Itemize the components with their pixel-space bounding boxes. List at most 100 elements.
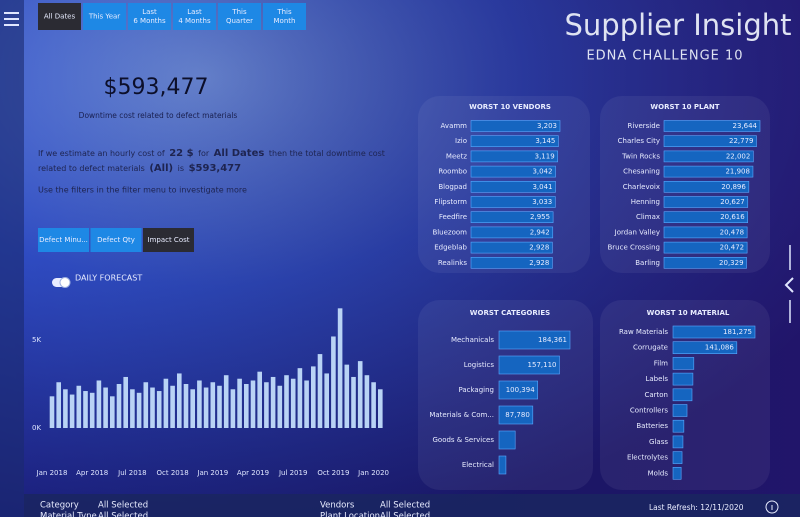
column [183,384,189,428]
measure-button[interactable] [38,228,89,252]
column [96,380,102,428]
column [63,389,68,428]
category-label: Materials & Com... [429,411,494,419]
footer-filter-value[interactable]: All Selected [380,501,430,511]
category-label: Corrugate [633,344,668,352]
footer-filter-label: Material Type [40,512,97,517]
category-label: Goods & Services [432,436,494,444]
value-label: 20,896 [721,183,746,191]
bar [663,135,757,147]
category-label: Charlevoix [623,183,660,191]
category-label: Batteries [636,422,668,430]
column [270,376,276,428]
column [223,375,229,428]
value-label: 181,275 [723,328,752,336]
bar [672,435,684,449]
bar [663,181,750,193]
date-filter-label[interactable]: This Quarter [226,8,253,25]
date-filter-button[interactable] [128,3,171,30]
column [136,392,142,428]
value-label: 20,329 [719,259,744,267]
bar [672,404,688,417]
chevron[interactable] [784,277,794,293]
category-label: Raw Materials [619,328,668,336]
value-label: 3,041 [532,183,552,191]
footer-filter-value[interactable]: All Selected [98,512,148,517]
date-filter-label[interactable]: All Dates [44,13,76,21]
column [83,391,88,428]
column [250,380,256,428]
value-label: 20,472 [720,244,745,252]
category-label: Mechanicals [451,336,494,344]
value-label: 3,119 [535,152,555,160]
bar [470,181,556,193]
value-label: 157,110 [528,361,557,369]
date-filter-label[interactable]: This Year [88,13,120,21]
column [264,382,269,428]
column [190,389,195,428]
category-label: Izio [455,137,467,145]
value-label: 2,955 [530,213,550,221]
date-filter-label[interactable]: Last 6 Months [133,8,166,25]
bar [470,165,556,178]
chart-title: WORST 10 VENDORS [469,103,551,111]
value-label: 87,780 [505,411,530,419]
date-filter-button[interactable] [173,3,216,30]
info-icon[interactable] [765,500,779,514]
menu-icon[interactable] [4,12,19,26]
footer [24,494,800,517]
category-label: Film [654,359,668,367]
date-filter-button[interactable] [83,3,126,30]
category-label: Meetz [446,152,467,160]
category-label: Packaging [458,386,494,394]
column [351,376,356,428]
column [237,378,242,428]
measure-button-label[interactable]: Impact Cost [148,236,190,244]
bar [663,165,754,178]
column [76,385,82,428]
column [290,378,296,428]
bar [663,241,748,254]
bar [663,211,749,223]
footer-filter-value[interactable]: All Selected [98,501,148,511]
bar [672,325,756,339]
date-filter-label[interactable]: Last 4 Months [178,8,211,25]
measure-button[interactable] [90,228,142,252]
footer-filter-value[interactable]: All Selected [380,512,430,517]
category-label: Molds [648,469,669,477]
x-tick-label: Jan 2020 [357,469,389,477]
date-filter-button[interactable] [218,3,261,30]
date-filter-label[interactable]: This Month [274,8,296,25]
x-tick-label: Apr 2019 [237,469,269,477]
measure-button[interactable] [143,228,194,252]
chart-title: WORST 10 MATERIAL [647,309,730,317]
value-label: 21,908 [725,168,750,176]
column [277,385,283,428]
column [337,308,343,428]
value-label: 2,928 [529,259,549,267]
date-filter-button[interactable] [263,3,306,30]
bar [470,211,554,223]
column [49,396,55,428]
category-label: Charles City [618,137,660,145]
value-label: 3,145 [535,137,555,145]
narrative-text: for [198,149,210,158]
y-tick-label: 5K [32,336,41,344]
column [69,394,75,428]
narrative-rate: 22 $ [169,148,193,159]
measure-button-label[interactable]: Defect Qty [97,236,135,244]
value-label: 3,203 [537,122,557,130]
narrative-text: related to defect materials [38,164,145,173]
category-label: Flipstorm [434,198,467,206]
footer-filter-label: Category [40,501,79,511]
last-refresh: Last Refresh: 12/11/2020 [649,503,744,512]
forecast-toggle[interactable] [52,277,71,288]
category-label: Chesaning [623,168,660,176]
column [297,368,303,428]
category-label: Electrical [462,461,494,469]
column [244,384,249,428]
column [203,387,209,428]
measure-button-label[interactable]: Defect Minu... [39,236,88,244]
date-filter-button[interactable] [38,3,81,30]
